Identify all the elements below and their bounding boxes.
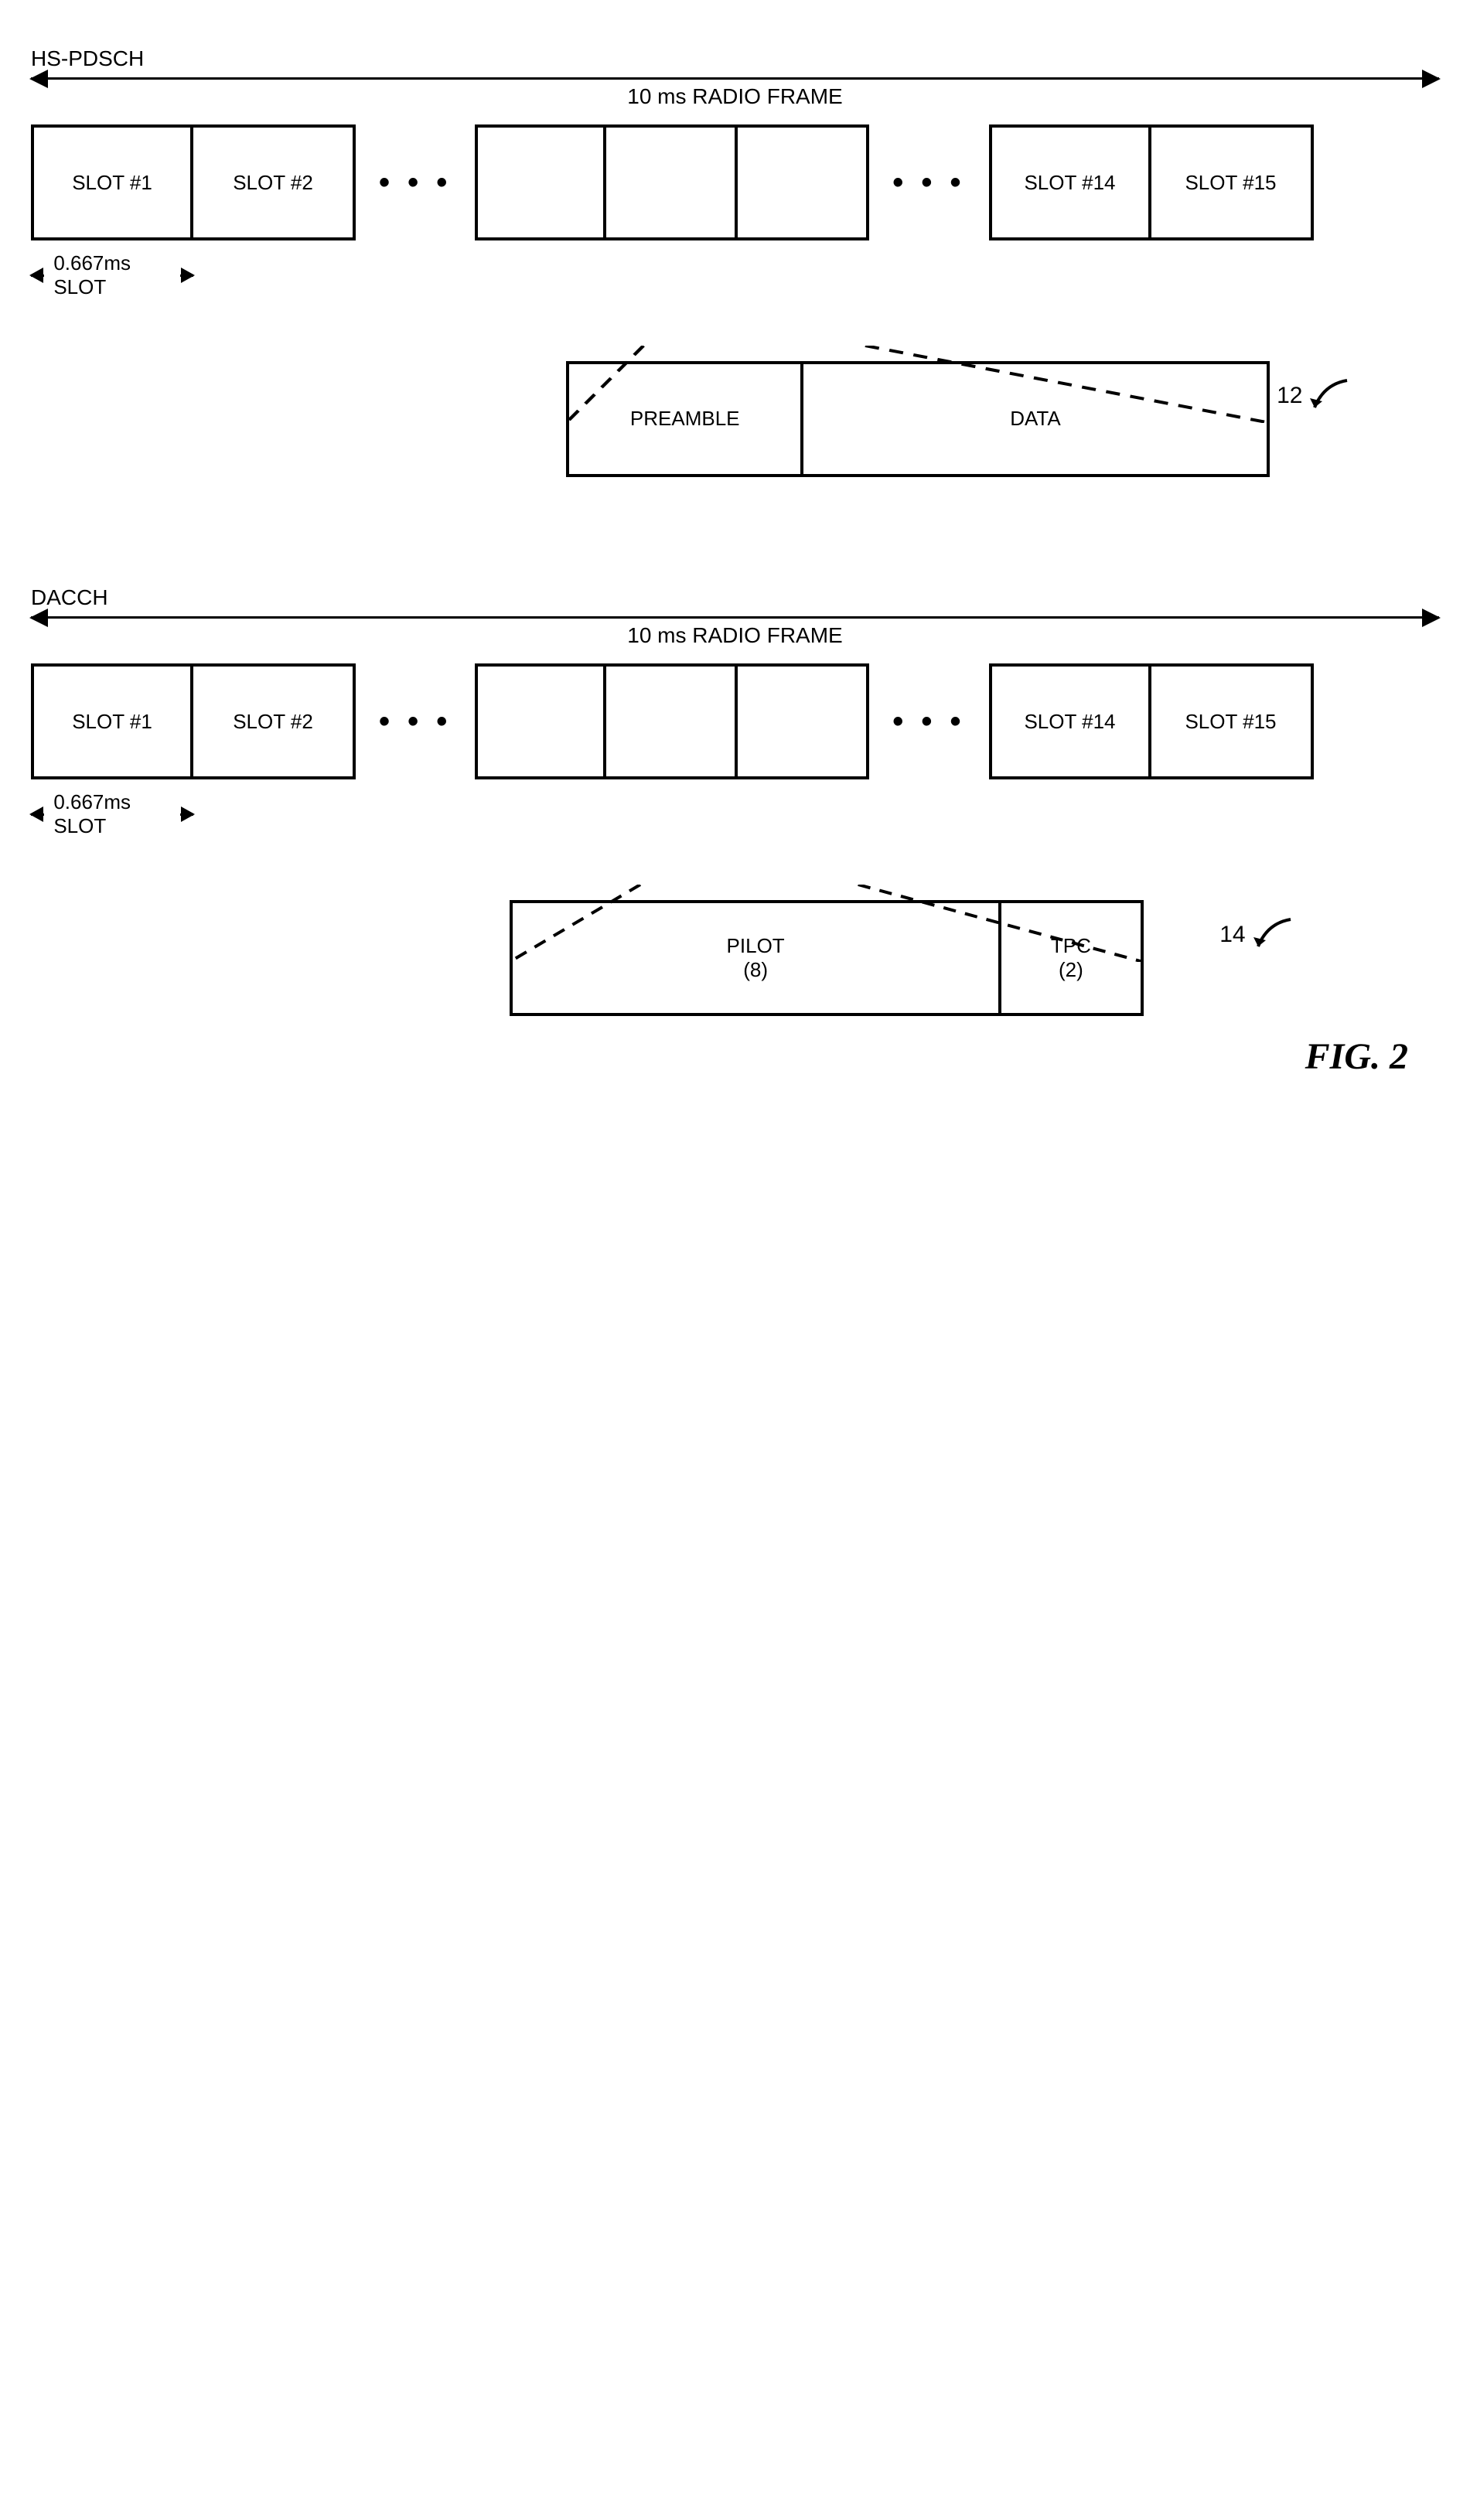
slot-mid-b [606, 124, 738, 240]
segment-tpc: TPC (2) [998, 903, 1140, 1013]
hs-pdsch-frame: HS-PDSCH 10 ms RADIO FRAME SLOT #1 SLOT … [31, 46, 1439, 477]
slot-width-indicator: 0.667ms SLOT [31, 251, 193, 299]
frame-title: 10 ms RADIO FRAME [31, 623, 1439, 648]
slot-1: SLOT #1 [31, 663, 193, 779]
slot-2: SLOT #2 [193, 124, 356, 240]
dacch-frame: DACCH 10 ms RADIO FRAME SLOT #1 SLOT #2 … [31, 585, 1439, 1016]
slot-mid-c [738, 124, 869, 240]
detail-box: PILOT (8) TPC (2) [510, 900, 1143, 1016]
figure-label: FIG. 2 [1305, 1035, 1408, 1078]
slot-mid-a [475, 663, 606, 779]
detail-box: PREAMBLE DATA [566, 361, 1270, 477]
slot-detail: PILOT (8) TPC (2) 14 [510, 900, 1143, 1016]
slot-mid-c [738, 663, 869, 779]
segment-label: PILOT [727, 934, 785, 958]
segment-sub: (2) [1059, 958, 1083, 982]
slot-detail: PREAMBLE DATA 12 [566, 361, 1270, 477]
slot-mid-b [606, 663, 738, 779]
slot-1: SLOT #1 [31, 124, 193, 240]
slot-mid-a [475, 124, 606, 240]
slots-row: SLOT #1 SLOT #2 • • • • • • SLOT #14 SLO… [31, 663, 1439, 779]
frame-arrow [31, 616, 1439, 619]
callout-12: 12 [1277, 377, 1355, 415]
slot-width-indicator: 0.667ms SLOT [31, 790, 193, 838]
slots-row: SLOT #1 SLOT #2 • • • • • • SLOT #14 SLO… [31, 124, 1439, 240]
callout-arrow-icon [1308, 377, 1355, 415]
slot-width-text: 0.667ms SLOT [53, 251, 170, 299]
ellipsis-icon: • • • [869, 663, 988, 779]
ellipsis-icon: • • • [356, 124, 475, 240]
slot-14: SLOT #14 [989, 124, 1151, 240]
slot-15: SLOT #15 [1151, 124, 1314, 240]
segment-pilot: PILOT (8) [513, 903, 998, 1013]
segment-label: TPC [1051, 934, 1091, 958]
callout-number: 12 [1277, 383, 1302, 409]
ellipsis-icon: • • • [356, 663, 475, 779]
segment-data: DATA [800, 364, 1267, 474]
callout-14: 14 [1219, 916, 1298, 954]
ellipsis-icon: • • • [869, 124, 988, 240]
channel-label: DACCH [31, 585, 1439, 610]
slot-15: SLOT #15 [1151, 663, 1314, 779]
slot-2: SLOT #2 [193, 663, 356, 779]
frame-title: 10 ms RADIO FRAME [31, 84, 1439, 109]
frame-arrow [31, 77, 1439, 80]
slot-14: SLOT #14 [989, 663, 1151, 779]
slot-width-text: 0.667ms SLOT [53, 790, 170, 838]
callout-number: 14 [1219, 922, 1245, 948]
segment-sub: (8) [743, 958, 768, 982]
callout-arrow-icon [1252, 916, 1298, 954]
channel-label: HS-PDSCH [31, 46, 1439, 71]
segment-preamble: PREAMBLE [569, 364, 801, 474]
